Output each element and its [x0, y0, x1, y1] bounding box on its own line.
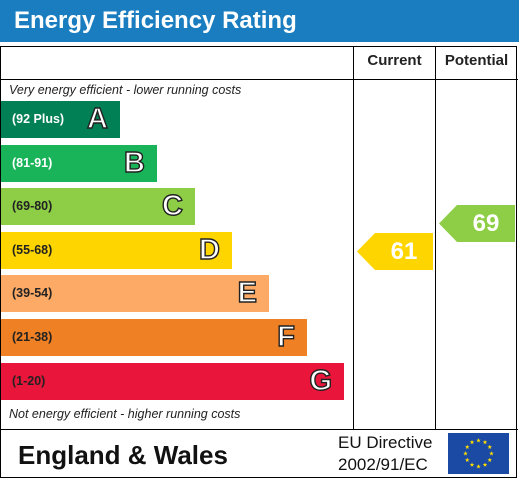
eu-flag-icon [448, 433, 509, 474]
band-a: (92 Plus) A [1, 101, 120, 138]
band-range-label: (92 Plus) [12, 112, 65, 126]
eu-star-icon [469, 439, 475, 445]
band-range-label: (55-68) [12, 242, 53, 257]
band-g: (1-20) G [1, 362, 344, 400]
header-divider [1, 79, 518, 80]
potential-rating-arrow-shape [439, 204, 515, 242]
current-rating-arrow: 61 [357, 233, 433, 271]
current-rating-arrow-shape [357, 233, 433, 271]
band-e: (39-54) E [1, 275, 269, 313]
band-f: (21-38) F [1, 319, 307, 356]
band-letter: G [309, 364, 333, 397]
band-d: (55-68) D [1, 231, 232, 269]
potential-column-divider [435, 47, 436, 430]
band-range-label: (39-54) [12, 286, 53, 301]
band-range-label: (81-91) [12, 155, 53, 170]
eu-directive-number: 2002/91/EC [338, 455, 428, 474]
band-letter: C [161, 189, 183, 223]
current-column-header: Current [367, 52, 422, 69]
band-letter: E [237, 277, 258, 310]
eu-directive-label: EU Directive [338, 433, 433, 452]
potential-rating-arrow: 69 [439, 204, 515, 242]
band-range-label: (21-38) [12, 330, 53, 344]
eu-star-icon [469, 462, 475, 467]
band-range-label: (69-80) [12, 199, 53, 214]
band-b: (81-91) B [1, 144, 157, 182]
eu-star-icon [482, 462, 488, 467]
band-letter: B [123, 146, 145, 179]
eu-star-icon [464, 444, 470, 449]
current-rating-arrow-value: 61 [390, 238, 418, 266]
eu-star-icon [476, 464, 481, 469]
band-range-label: (1-20) [12, 373, 46, 388]
eu-star-icon [463, 451, 468, 456]
band-letter: D [198, 233, 220, 266]
potential-column-header: Potential [444, 52, 509, 69]
top-note: Very energy efficient - lower running co… [9, 83, 242, 97]
eu-star-icon [464, 457, 470, 462]
band-c: (69-80) C [1, 188, 195, 226]
region-label: England & Wales [18, 440, 228, 470]
footer-divider [1, 429, 518, 430]
chart-title: Energy Efficiency Rating [14, 7, 297, 34]
potential-rating-arrow-value: 69 [472, 209, 500, 237]
eu-star-icon [476, 438, 481, 443]
current-column-divider [353, 47, 354, 430]
band-letter: A [86, 102, 108, 135]
eu-star-icon [487, 457, 493, 462]
eu-star-icon [482, 439, 488, 445]
bottom-note: Not energy efficient - higher running co… [9, 407, 241, 421]
rating-frame [0, 46, 517, 478]
title-bar: Energy Efficiency Rating [0, 0, 519, 42]
band-letter: F [277, 320, 296, 353]
eu-star-icon [489, 451, 494, 456]
eu-star-icon [487, 444, 493, 449]
